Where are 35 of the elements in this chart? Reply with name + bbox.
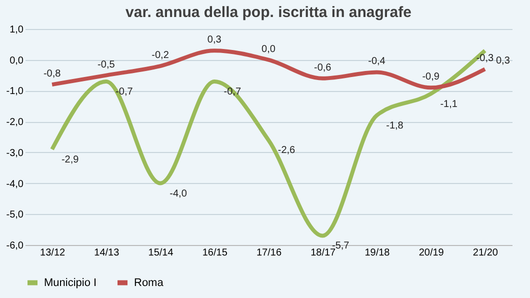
x-tick-label: 18/17	[310, 248, 336, 258]
x-tick-label: 19/18	[364, 248, 390, 258]
data-label: -4,0	[170, 188, 188, 200]
y-tick-label: 0,0	[10, 55, 24, 66]
x-tick-label: 16/15	[202, 248, 228, 258]
x-tick-label: 14/13	[94, 248, 120, 258]
data-label: 0,3	[496, 56, 510, 67]
legend-label: Municipio I	[44, 276, 97, 289]
x-tick-label: 15/14	[148, 248, 174, 258]
chart-title: var. annua della pop. iscritta in anagrafe	[126, 4, 412, 21]
y-tick-label: -6,0	[6, 240, 24, 252]
data-label: -0,3	[476, 53, 494, 64]
data-label: -0,5	[98, 59, 116, 70]
data-label: -0,9	[422, 72, 440, 83]
data-label: -2,9	[61, 154, 80, 166]
y-tick-label: -1,0	[6, 86, 24, 98]
data-label: -0,2	[152, 50, 170, 62]
data-label: -0,8	[43, 68, 62, 80]
data-label: 0,0	[262, 44, 276, 55]
x-tick-label: 20/19	[418, 248, 444, 258]
data-label: -0,6	[314, 62, 332, 74]
y-tick-label: -3,0	[6, 148, 24, 159]
data-label: 0,3	[207, 34, 222, 46]
x-tick-label: 17/16	[256, 248, 282, 258]
x-tick-label: 13/12	[40, 248, 66, 258]
legend-label: Roma	[134, 276, 164, 289]
y-tick-label: 1,0	[10, 24, 24, 36]
y-tick-label: -2,0	[6, 117, 24, 128]
data-label: -1,8	[386, 120, 404, 132]
data-label: -2,6	[278, 145, 296, 156]
data-label: -1,1	[440, 98, 458, 110]
y-tick-label: -4,0	[6, 178, 24, 190]
data-label: -0,4	[368, 56, 386, 68]
y-tick-label: -5,0	[6, 210, 24, 221]
x-tick-label: 21/20	[472, 248, 498, 258]
